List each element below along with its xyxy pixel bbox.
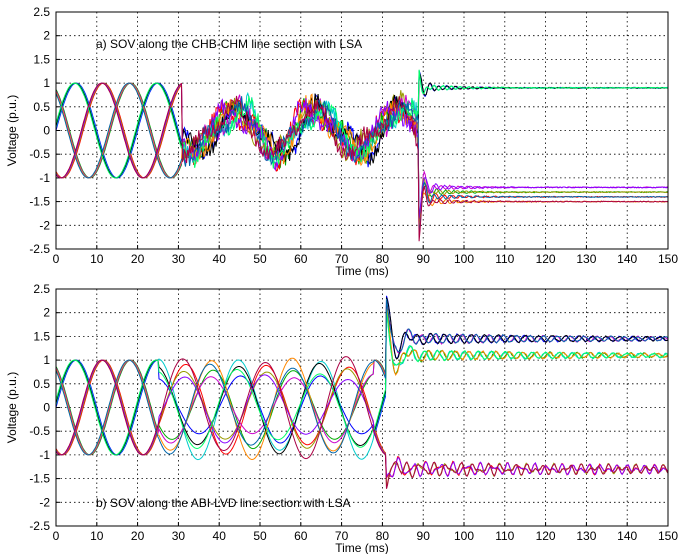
series-group [56,69,668,242]
plot-frame [55,288,669,527]
panel-b: 0 10 20 30 40 50 60 70 80 90 100 110 120 130 140 1502.5… [5,282,678,555]
series-line-6 [56,82,668,232]
y-tick-label: 0 [43,401,50,415]
x-tick-label: 70 [335,529,349,543]
y-tick-label: -2 [39,218,50,232]
x-tick-label: 100 [454,529,474,543]
x-tick-label: 20 [131,252,145,266]
y-tick-label: -1.5 [29,472,50,486]
series-group [56,295,668,489]
y-tick-label: -0.5 [29,424,50,438]
y-tick-label: 2.5 [33,5,50,19]
y-tick-label: 0.5 [33,100,50,114]
y-tick-label: 2 [43,29,50,43]
panel-a: 0 10 20 30 40 50 60 70 80 90 100 110 120 130 140 1502.5… [5,5,678,278]
y-tick-label: 1 [43,76,50,90]
x-tick-label: 80 [376,252,390,266]
series-line-8 [56,308,668,461]
x-tick-label: 130 [576,529,596,543]
x-tick-label: 150 [658,529,678,543]
x-tick-label: 90 [417,529,431,543]
y-tick-label: 2 [43,306,50,320]
x-tick-label: 110 [495,252,514,266]
x-tick-label: 60 [294,529,308,543]
x-tick-label: 10 [90,529,104,543]
x-tick-label: 110 [495,529,514,543]
y-axis-label: Voltage (p.u.) [5,95,19,166]
x-tick-label: 10 [90,252,104,266]
y-tick-label: 2.5 [33,282,50,296]
y-tick-label: -2.5 [29,519,50,533]
x-tick-label: 20 [131,529,145,543]
y-tick-label: -1 [39,171,50,185]
series-line-9 [56,359,668,478]
x-tick-label: 50 [253,252,267,266]
chart-title: b) SOV along the ABI-LVD line section wi… [96,496,351,510]
x-tick-label: 0 [53,252,60,266]
y-tick-label: -2.5 [29,242,50,256]
x-tick-label: 70 [335,252,349,266]
series-line-10 [56,69,668,179]
x-axis-label: Time (ms) [335,541,389,554]
series-line-10 [56,310,668,456]
y-tick-label: 1 [43,353,50,367]
series-line-12 [56,82,668,242]
y-tick-label: 0.5 [33,377,50,391]
y-tick-label: -0.5 [29,147,50,161]
x-tick-label: 80 [376,529,390,543]
y-tick-label: 1.5 [33,329,50,343]
x-tick-label: 140 [617,252,637,266]
x-tick-label: 30 [172,529,186,543]
x-tick-label: 50 [253,529,267,543]
chart-title: a) SOV along the CHB-CHM line section wi… [96,37,362,51]
y-axis-label: Voltage (p.u.) [5,372,19,443]
x-tick-label: 0 [53,529,60,543]
x-tick-label: 100 [454,252,474,266]
series-line-11 [56,298,668,456]
series-line-11 [56,82,668,236]
y-tick-label: 1.5 [33,52,50,66]
x-tick-label: 140 [617,529,637,543]
series-line-12 [56,356,668,489]
x-tick-label: 150 [658,252,678,266]
x-tick-label: 30 [172,252,186,266]
x-axis-label: Time (ms) [335,264,389,278]
x-tick-label: 40 [213,252,227,266]
x-tick-label: 120 [536,252,556,266]
y-tick-label: 0 [43,124,50,138]
y-tick-label: -2 [39,495,50,509]
x-tick-label: 120 [536,529,556,543]
x-tick-label: 90 [417,252,431,266]
x-tick-label: 130 [576,252,596,266]
x-tick-label: 60 [294,252,308,266]
plot-frame [55,11,669,250]
y-tick-label: -1 [39,448,50,462]
y-tick-label: -1.5 [29,195,50,209]
x-tick-label: 40 [213,529,227,543]
